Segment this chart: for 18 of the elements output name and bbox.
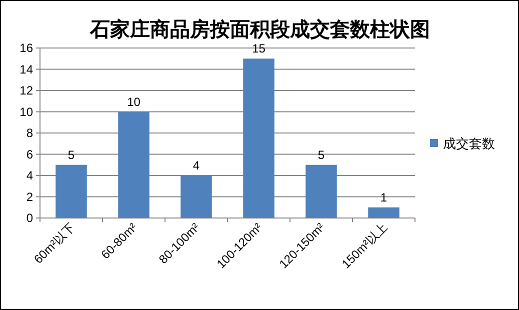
title: 石家庄商品房按面积段成交套数柱状图 bbox=[90, 17, 430, 41]
data-label: 10 bbox=[127, 94, 141, 109]
legend: 成交套数 bbox=[430, 136, 495, 151]
y-tick-label: 12 bbox=[20, 84, 34, 98]
data-label: 15 bbox=[252, 42, 266, 56]
data-label: 5 bbox=[68, 148, 75, 162]
y-tick-label: 8 bbox=[26, 126, 34, 140]
y-tick-label: 4 bbox=[26, 168, 34, 182]
y-tick-label: 10 bbox=[20, 104, 34, 119]
data-label: 5 bbox=[318, 148, 325, 162]
y-tick-label: 14 bbox=[20, 62, 34, 76]
data-label: 4 bbox=[192, 158, 200, 172]
data-label: 1 bbox=[380, 190, 388, 204]
y-tick-label: 0 bbox=[26, 211, 34, 225]
legend-label: 成交套数 bbox=[443, 136, 495, 151]
y-tick-label: 2 bbox=[26, 190, 34, 204]
y-tick-label: 16 bbox=[20, 41, 34, 55]
y-tick-label: 6 bbox=[26, 147, 34, 162]
